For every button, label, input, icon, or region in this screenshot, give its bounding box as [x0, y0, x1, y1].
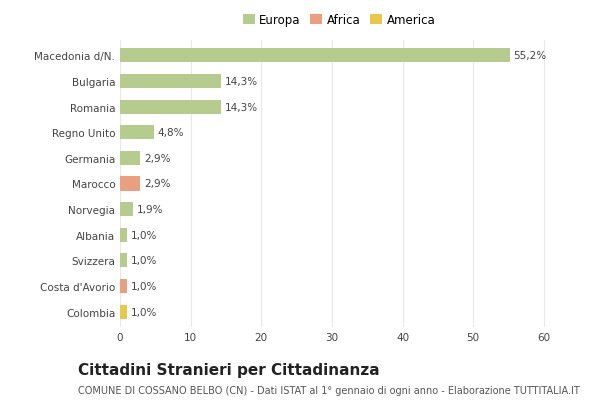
Legend: Europa, Africa, America: Europa, Africa, America: [241, 11, 437, 29]
Text: 2,9%: 2,9%: [144, 179, 170, 189]
Bar: [120, 126, 154, 140]
Text: 14,3%: 14,3%: [224, 77, 257, 87]
Text: Cittadini Stranieri per Cittadinanza: Cittadini Stranieri per Cittadinanza: [78, 362, 380, 377]
Bar: [120, 228, 127, 242]
Bar: [120, 100, 221, 115]
Text: 4,8%: 4,8%: [157, 128, 184, 138]
Text: 1,9%: 1,9%: [137, 204, 163, 215]
Text: 55,2%: 55,2%: [514, 51, 547, 61]
Bar: [120, 279, 127, 293]
Text: 14,3%: 14,3%: [224, 102, 257, 112]
Text: 2,9%: 2,9%: [144, 153, 170, 164]
Text: 1,0%: 1,0%: [131, 230, 157, 240]
Bar: [120, 151, 140, 166]
Text: 1,0%: 1,0%: [131, 281, 157, 291]
Bar: [120, 254, 127, 268]
Text: 1,0%: 1,0%: [131, 307, 157, 317]
Bar: [120, 305, 127, 319]
Bar: [120, 202, 133, 217]
Bar: [120, 49, 510, 63]
Text: COMUNE DI COSSANO BELBO (CN) - Dati ISTAT al 1° gennaio di ogni anno - Elaborazi: COMUNE DI COSSANO BELBO (CN) - Dati ISTA…: [78, 385, 580, 395]
Text: 1,0%: 1,0%: [131, 256, 157, 266]
Bar: [120, 177, 140, 191]
Bar: [120, 75, 221, 89]
